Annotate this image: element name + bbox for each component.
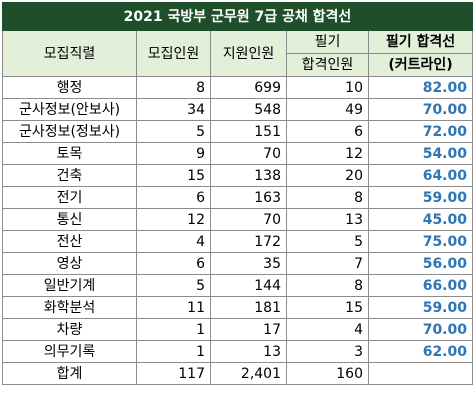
row-cutoff: 62.00 [368,340,473,363]
row-passed: 8 [286,186,369,209]
table-row: 군사정보(안보사) 34 548 49 70.00 [2,98,473,121]
header-written-pass-line2: 합격인원 [286,53,369,77]
header-cutoff-line2: (커트라인) [368,53,473,77]
row-cutoff: 82.00 [368,76,473,99]
row-cutoff: 75.00 [368,230,473,253]
row-applicants: 144 [210,274,287,297]
row-recruits: 11 [136,296,211,319]
table-title: 2021 국방부 군무원 7급 공채 합격선 [2,2,473,31]
row-field: 영상 [2,252,137,275]
row-field: 건축 [2,164,137,187]
row-recruits: 4 [136,230,211,253]
header-row: 모집직렬 모집인원 지원인원 필기 필기 합격선 [2,30,473,77]
row-cutoff: 56.00 [368,252,473,275]
row-field: 차량 [2,318,137,341]
row-field: 일반기계 [2,274,137,297]
title-row: 2021 국방부 군무원 7급 공채 합격선 [2,2,473,31]
cutoff-table: 2021 국방부 군무원 7급 공채 합격선 모집직렬 모집인원 지원인원 필기… [2,2,473,385]
row-cutoff: 45.00 [368,208,473,231]
total-label: 합계 [2,362,137,385]
row-field: 통신 [2,208,137,231]
row-cutoff: 59.00 [368,186,473,209]
header-field: 모집직렬 [2,30,137,77]
row-recruits: 34 [136,98,211,121]
row-passed: 6 [286,120,369,143]
table-row: 영상 6 35 7 56.00 [2,252,473,275]
table-row: 전산 4 172 5 75.00 [2,230,473,253]
table-row: 토목 9 70 12 54.00 [2,142,473,165]
row-applicants: 70 [210,208,287,231]
row-recruits: 5 [136,120,211,143]
table-row: 화학분석 11 181 15 59.00 [2,296,473,319]
row-field: 군사정보(안보사) [2,98,137,121]
row-recruits: 8 [136,76,211,99]
row-field: 토목 [2,142,137,165]
table-row: 건축 15 138 20 64.00 [2,164,473,187]
row-field: 화학분석 [2,296,137,319]
row-passed: 4 [286,318,369,341]
row-applicants: 70 [210,142,287,165]
row-passed: 12 [286,142,369,165]
row-applicants: 138 [210,164,287,187]
row-applicants: 151 [210,120,287,143]
row-passed: 7 [286,252,369,275]
row-applicants: 699 [210,76,287,99]
row-field: 전기 [2,186,137,209]
header-recruits: 모집인원 [136,30,211,77]
row-field: 군사정보(정보사) [2,120,137,143]
row-applicants: 172 [210,230,287,253]
row-recruits: 15 [136,164,211,187]
row-cutoff: 70.00 [368,318,473,341]
table-row: 차량 1 17 4 70.00 [2,318,473,341]
row-applicants: 163 [210,186,287,209]
row-recruits: 6 [136,186,211,209]
row-recruits: 12 [136,208,211,231]
table-row: 행정 8 699 10 82.00 [2,76,473,99]
row-applicants: 17 [210,318,287,341]
row-applicants: 181 [210,296,287,319]
row-passed: 3 [286,340,369,363]
row-recruits: 1 [136,318,211,341]
table-row: 전기 6 163 8 59.00 [2,186,473,209]
table-row: 통신 12 70 13 45.00 [2,208,473,231]
row-cutoff: 59.00 [368,296,473,319]
total-applicants: 2,401 [210,362,287,385]
header-applicants: 지원인원 [210,30,287,77]
row-field: 전산 [2,230,137,253]
row-field: 행정 [2,76,137,99]
table-row: 의무기록 1 13 3 62.00 [2,340,473,363]
row-passed: 8 [286,274,369,297]
row-cutoff: 64.00 [368,164,473,187]
row-cutoff: 54.00 [368,142,473,165]
header-cutoff-line1: 필기 합격선 [368,30,473,54]
row-applicants: 548 [210,98,287,121]
row-cutoff: 66.00 [368,274,473,297]
row-passed: 20 [286,164,369,187]
row-cutoff: 72.00 [368,120,473,143]
table-row: 일반기계 5 144 8 66.00 [2,274,473,297]
row-field: 의무기록 [2,340,137,363]
table-row: 군사정보(정보사) 5 151 6 72.00 [2,120,473,143]
row-passed: 5 [286,230,369,253]
row-passed: 13 [286,208,369,231]
row-recruits: 5 [136,274,211,297]
row-applicants: 35 [210,252,287,275]
row-recruits: 9 [136,142,211,165]
header-written-pass-line1: 필기 [286,30,369,54]
total-row: 합계 117 2,401 160 [2,362,473,385]
row-cutoff: 70.00 [368,98,473,121]
row-passed: 49 [286,98,369,121]
row-recruits: 1 [136,340,211,363]
row-passed: 10 [286,76,369,99]
row-recruits: 6 [136,252,211,275]
total-passed: 160 [286,362,369,385]
total-recruits: 117 [136,362,211,385]
row-applicants: 13 [210,340,287,363]
total-cutoff [368,362,473,385]
row-passed: 15 [286,296,369,319]
